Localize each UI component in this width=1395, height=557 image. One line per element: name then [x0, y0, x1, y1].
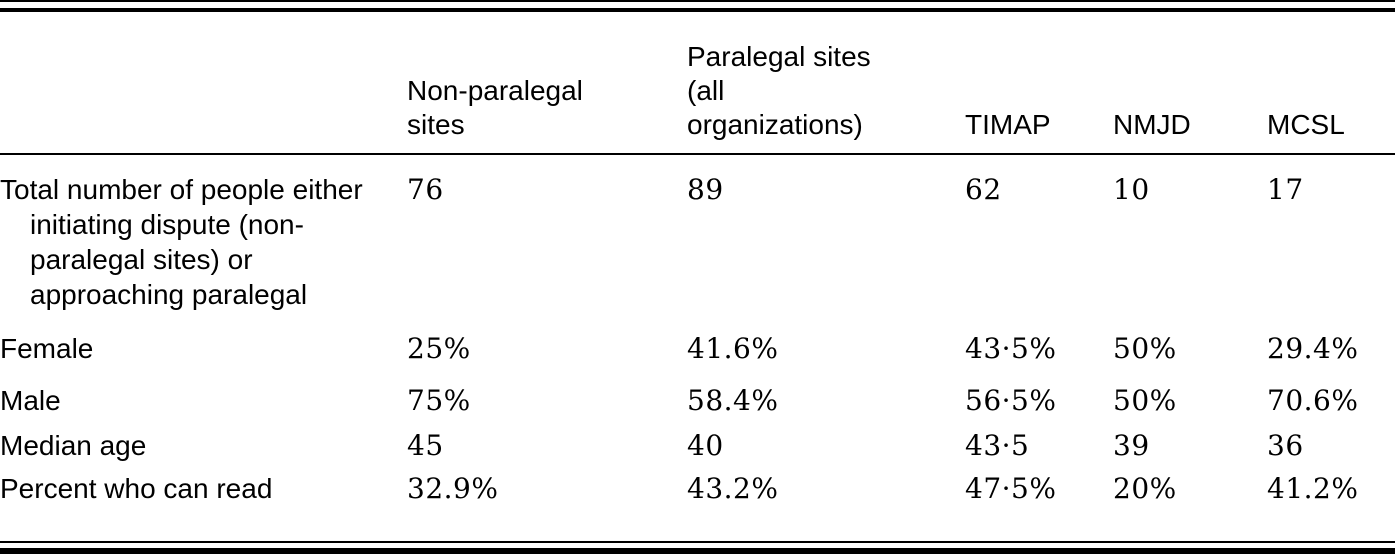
header-mcsl: MCSL	[1267, 12, 1395, 155]
cell-value: 32.9%	[407, 472, 499, 505]
cell-value: 10	[1113, 173, 1150, 206]
cell-value: 89	[687, 173, 724, 206]
cell-value: 20%	[1113, 472, 1177, 505]
header-timap: TIMAP	[965, 12, 1113, 155]
table-row-male: Male 75% 58.4% 56·5% 50% 70.6%	[0, 366, 1395, 418]
header-nmjd: NMJD	[1113, 12, 1267, 155]
column-header-label: NMJD	[1113, 109, 1191, 140]
bottom-thick-rule	[0, 548, 1395, 554]
row-label: Total number of people either initiating…	[0, 174, 363, 310]
header-non-paralegal-sites: Non-paralegal sites	[407, 12, 687, 155]
cell-value: 25%	[407, 332, 471, 365]
cell-value: 29.4%	[1267, 332, 1359, 365]
row-label: Female	[0, 333, 94, 364]
column-header-label: Non-paralegal sites	[407, 75, 583, 140]
column-header-label: TIMAP	[965, 109, 1051, 140]
cell-value: 76	[407, 173, 444, 206]
header-empty-cell	[0, 12, 407, 155]
cell-value: 45	[407, 429, 444, 462]
demographics-table: Non-paralegal sites Paralegal sites (all…	[0, 12, 1395, 506]
bottom-thin-rule	[0, 541, 1395, 543]
row-label: Male	[0, 385, 61, 416]
cell-value: 43.2%	[687, 472, 779, 505]
cell-value: 40	[687, 429, 724, 462]
table-row-total-people: Total number of people either initiating…	[0, 154, 1395, 312]
top-thick-rule	[0, 8, 1395, 12]
cell-value: 41.6%	[687, 332, 779, 365]
cell-value: 50%	[1113, 332, 1177, 365]
column-header-label: MCSL	[1267, 109, 1345, 140]
top-thin-rule	[0, 0, 1395, 2]
table-row-median-age: Median age 45 40 43·5 39 36	[0, 418, 1395, 463]
table-row-percent-read: Percent who can read 32.9% 43.2% 47·5% 2…	[0, 463, 1395, 506]
cell-value: 43·5	[965, 429, 1030, 462]
cell-value: 43·5%	[965, 332, 1057, 365]
cell-value: 58.4%	[687, 384, 779, 417]
column-header-label: Paralegal sites (all organizations)	[687, 41, 871, 140]
header-paralegal-sites: Paralegal sites (all organizations)	[687, 12, 965, 155]
cell-value: 50%	[1113, 384, 1177, 417]
header-row: Non-paralegal sites Paralegal sites (all…	[0, 12, 1395, 155]
cell-value: 41.2%	[1267, 472, 1359, 505]
row-label: Percent who can read	[0, 473, 273, 504]
cell-value: 62	[965, 173, 1002, 206]
cell-value: 70.6%	[1267, 384, 1359, 417]
cell-value: 56·5%	[965, 384, 1057, 417]
cell-value: 75%	[407, 384, 471, 417]
table-row-female: Female 25% 41.6% 43·5% 50% 29.4%	[0, 312, 1395, 366]
cell-value: 17	[1267, 173, 1304, 206]
cell-value: 36	[1267, 429, 1304, 462]
row-label: Median age	[0, 430, 147, 461]
cell-value: 39	[1113, 429, 1150, 462]
cell-value: 47·5%	[965, 472, 1057, 505]
